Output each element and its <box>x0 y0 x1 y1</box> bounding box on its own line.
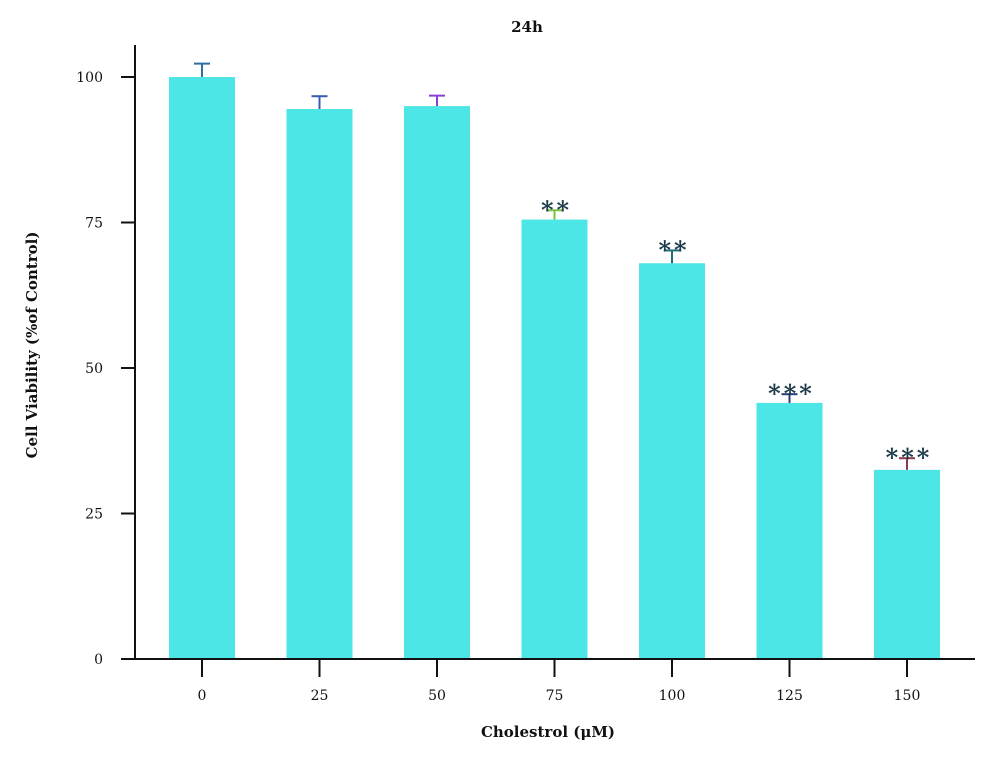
plot-area: 0 25 50 ** 75 ** 100 *** 125 *** 150 0 25 50 75 100 <box>76 45 975 704</box>
x-tick-label-50: 50 <box>428 688 446 704</box>
y-tick-label-0: 0 <box>94 652 103 668</box>
x-tick-label-75: 75 <box>546 688 564 704</box>
bar-100 <box>639 263 705 659</box>
bar-25 <box>286 109 353 659</box>
x-tick-label-150: 150 <box>894 688 921 704</box>
x-tick-label-125: 125 <box>776 688 803 704</box>
bar-50 <box>404 106 470 660</box>
y-axis-label: Cell Viability (%of Control) <box>23 232 41 459</box>
x-axis-label: Cholestrol (μM) <box>481 723 615 741</box>
significance-label-150: *** <box>886 443 933 472</box>
y-tick-label-50: 50 <box>85 361 103 377</box>
bar-125 <box>756 402 823 659</box>
bar-150 <box>874 469 940 659</box>
chart-title: 24h <box>511 18 543 36</box>
significance-label-100: ** <box>658 235 689 264</box>
bar-0 <box>169 77 235 659</box>
x-tick-label-0: 0 <box>198 688 207 704</box>
bar-75 <box>521 219 588 659</box>
x-tick-label-25: 25 <box>311 688 329 704</box>
x-tick-label-100: 100 <box>659 688 686 704</box>
y-tick-label-100: 100 <box>76 70 103 86</box>
y-tick-label-75: 75 <box>85 216 103 232</box>
significance-label-125: *** <box>768 379 815 408</box>
significance-label-75: ** <box>541 195 572 224</box>
y-tick-label-25: 25 <box>85 507 103 523</box>
